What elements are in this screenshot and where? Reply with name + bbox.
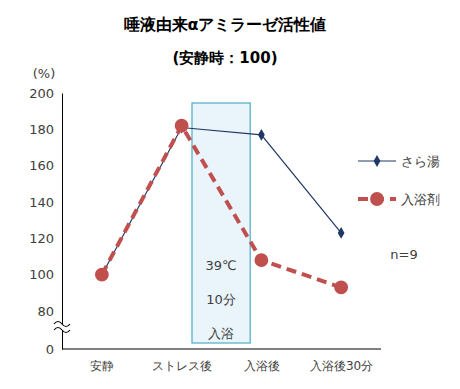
y-tick: 80 bbox=[37, 304, 62, 319]
legend: さら湯入浴剤 bbox=[358, 154, 440, 207]
y-tick-label: 100 bbox=[29, 267, 54, 282]
axis-break-wave bbox=[54, 322, 70, 327]
legend-marker bbox=[374, 155, 381, 167]
x-tick: 入浴後30分 bbox=[310, 349, 373, 373]
x-tick: ストレス後 bbox=[152, 349, 212, 373]
legend-label: さら湯 bbox=[401, 154, 440, 169]
y-tick-label: 0 bbox=[46, 342, 54, 357]
legend-label: 入浴剤 bbox=[401, 192, 440, 207]
x-axis-line bbox=[62, 349, 381, 350]
x-tick-label: 安静 bbox=[90, 359, 114, 373]
y-tick: 120 bbox=[29, 231, 62, 246]
x-tick-label: ストレス後 bbox=[152, 359, 212, 373]
series-marker bbox=[95, 268, 109, 282]
series-marker bbox=[338, 227, 345, 239]
series-line bbox=[102, 126, 341, 288]
y-tick: 200 bbox=[29, 86, 62, 101]
legend-marker bbox=[370, 192, 384, 206]
y-axis-label: (%) bbox=[33, 66, 56, 81]
series-marker bbox=[175, 119, 189, 133]
chart: 唾液由来αアミラーゼ活性値 (安静時：100) (%) 0 80 100 120 140 160… bbox=[0, 0, 460, 389]
x-axis: 安静 ストレス後 入浴後 入浴後30分 bbox=[62, 349, 381, 373]
subtitle: (安静時：100) bbox=[172, 49, 277, 67]
title: 唾液由来αアミラーゼ活性値 bbox=[124, 15, 327, 34]
plot-area bbox=[95, 119, 348, 295]
y-tick: 140 bbox=[29, 195, 62, 210]
y-tick-label: 140 bbox=[29, 195, 54, 210]
bath-period bbox=[192, 103, 250, 343]
note: n=9 bbox=[390, 247, 417, 262]
y-tick: 160 bbox=[29, 158, 62, 173]
series-marker bbox=[334, 280, 348, 294]
axis-break bbox=[54, 322, 70, 333]
series-marker bbox=[254, 253, 268, 267]
axis-break-wave bbox=[54, 328, 70, 333]
x-tick: 入浴後 bbox=[244, 349, 280, 373]
y-tick: 180 bbox=[29, 122, 62, 137]
x-tick-label: 入浴後 bbox=[244, 359, 280, 373]
y-tick: 0 bbox=[46, 342, 62, 357]
y-tick: 100 bbox=[29, 267, 62, 282]
y-axis-line bbox=[62, 94, 63, 350]
annotation: 39℃ bbox=[206, 258, 237, 273]
series-line bbox=[102, 128, 341, 275]
y-tick-label: 180 bbox=[29, 122, 54, 137]
x-tick: 安静 bbox=[90, 349, 114, 373]
series-marker bbox=[258, 129, 265, 141]
y-tick-label: 120 bbox=[29, 231, 54, 246]
x-tick-label: 入浴後30分 bbox=[310, 359, 373, 373]
annotation: 入浴 bbox=[208, 326, 234, 341]
y-tick-label: 80 bbox=[37, 304, 54, 319]
y-tick-label: 160 bbox=[29, 158, 54, 173]
annotation: 10分 bbox=[206, 292, 236, 307]
y-axis: 0 80 100 120 140 160 180 200 bbox=[29, 86, 62, 357]
y-tick-label: 200 bbox=[29, 86, 54, 101]
